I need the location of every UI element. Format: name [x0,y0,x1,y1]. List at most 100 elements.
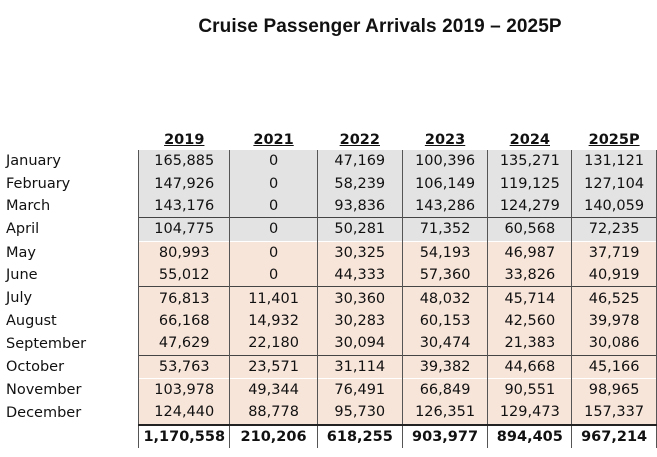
value-cell: 30,283 [316,309,403,333]
value-cell: 129,473 [487,401,572,425]
value-cell: 0 [229,172,318,195]
table-row: September 47,629 22,180 30,094 30,474 21,383 3… [6,332,657,356]
value-cell: 143,286 [401,194,488,218]
value-cell: 30,325 [316,240,403,264]
column-header: 2025P [588,132,640,148]
value-cell: 100,396 [401,150,488,173]
value-cell: 30,094 [316,332,403,356]
column-header: 2019 [164,132,205,148]
value-cell: 127,104 [571,172,657,195]
value-cell: 50,281 [316,217,403,242]
value-cell: 0 [229,263,318,287]
value-cell: 45,714 [487,286,572,310]
value-cell: 72,235 [571,217,657,242]
header-row: 2019 2021 2022 2023 2024 2025P [6,130,657,150]
value-cell: 66,849 [401,377,488,402]
value-cell: 33,826 [487,263,572,287]
total-cell: 903,977 [401,423,488,449]
value-cell: 47,169 [316,150,403,173]
total-cell: 894,405 [487,423,572,449]
value-cell: 0 [229,240,318,264]
table-row: January 165,885 0 47,169 100,396 135,271 131,1… [6,150,657,173]
value-cell: 22,180 [229,332,318,356]
table-row: October 53,763 23,571 31,114 39,382 44,668 45,… [6,354,657,379]
value-cell: 30,360 [316,286,403,310]
total-cell: 1,170,558 [138,423,230,449]
totals-label-blank [6,425,139,448]
value-cell: 95,730 [316,401,403,425]
table-row: May 80,993 0 30,325 54,193 46,987 37,719 [6,240,657,264]
value-cell: 143,176 [138,194,230,218]
value-cell: 23,571 [229,354,318,379]
value-cell: 46,987 [487,240,572,264]
value-cell: 147,926 [138,172,230,195]
month-label: April [6,221,40,238]
value-cell: 46,525 [571,286,657,310]
value-cell: 76,491 [316,377,403,402]
value-cell: 44,333 [316,263,403,287]
table-row: December 124,440 88,778 95,730 126,351 129,47… [6,401,657,425]
value-cell: 124,279 [487,194,572,218]
value-cell: 131,121 [571,150,657,173]
value-cell: 30,474 [401,332,488,356]
value-cell: 40,919 [571,263,657,287]
value-cell: 157,337 [571,401,657,425]
value-cell: 66,168 [138,309,230,333]
value-cell: 60,568 [487,217,572,242]
value-cell: 0 [229,150,318,173]
value-cell: 165,885 [138,150,230,173]
month-label: March [6,198,51,215]
table-row: June 55,012 0 44,333 57,360 33,826 40,919 [6,263,657,287]
value-cell: 14,932 [229,309,318,333]
table-row: August 66,168 14,932 30,283 60,153 42,560 39,9… [6,309,657,333]
table-row: February 147,926 0 58,239 106,149 119,125 127,… [6,172,657,195]
month-label: June [6,267,38,284]
value-cell: 31,114 [316,354,403,379]
month-label: January [6,153,61,170]
month-label: September [6,335,87,352]
value-cell: 48,032 [401,286,488,310]
month-label: December [6,404,82,421]
value-cell: 126,351 [401,401,488,425]
value-cell: 88,778 [229,401,318,425]
table-row: July 76,813 11,401 30,360 48,032 45,714 46,525 [6,286,657,310]
value-cell: 90,551 [487,377,572,402]
value-cell: 39,382 [401,354,488,379]
value-cell: 42,560 [487,309,572,333]
column-header: 2022 [339,132,380,148]
value-cell: 58,239 [316,172,403,195]
value-cell: 71,352 [401,217,488,242]
total-cell: 967,214 [571,423,657,449]
column-header: 2021 [253,132,294,148]
value-cell: 39,978 [571,309,657,333]
value-cell: 140,059 [571,194,657,218]
month-label: October [6,358,65,375]
value-cell: 54,193 [401,240,488,264]
month-label: November [6,381,82,398]
total-cell: 210,206 [229,423,318,449]
value-cell: 47,629 [138,332,230,356]
value-cell: 76,813 [138,286,230,310]
month-label: August [6,312,57,329]
value-cell: 93,836 [316,194,403,218]
column-header: 2023 [424,132,466,148]
value-cell: 0 [229,194,318,218]
value-cell: 30,086 [571,332,657,356]
value-cell: 135,271 [487,150,572,173]
value-cell: 55,012 [138,263,230,287]
value-cell: 53,763 [138,354,230,379]
value-cell: 44,668 [487,354,572,379]
value-cell: 119,125 [487,172,572,195]
page-title: Cruise Passenger Arrivals 2019 – 2025P [198,16,562,37]
value-cell: 57,360 [401,263,488,287]
value-cell: 11,401 [229,286,318,310]
header-month-blank [6,130,139,150]
value-cell: 106,149 [401,172,488,195]
value-cell: 45,166 [571,354,657,379]
arrivals-table: 2019 2021 2022 2023 2024 2025P January 16… [6,130,657,449]
value-cell: 0 [229,217,318,242]
value-cell: 80,993 [138,240,230,264]
month-label: July [6,290,33,307]
table-row: March 143,176 0 93,836 143,286 124,279 140,059 [6,194,657,218]
table-row: November 103,978 49,344 76,491 66,849 90,551 9… [6,377,657,402]
